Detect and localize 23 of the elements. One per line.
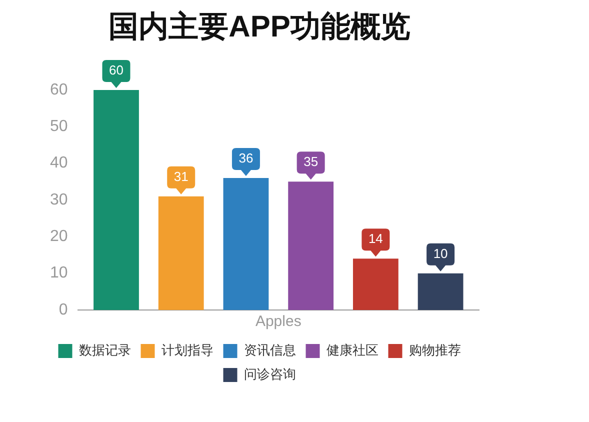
bar [223, 178, 269, 310]
legend-label: 计划指导 [161, 342, 214, 358]
legend-label: 资讯信息 [244, 342, 296, 358]
y-tick-label: 30 [50, 191, 68, 208]
legend-label: 健康社区 [326, 342, 378, 358]
data-label: 14 [368, 231, 383, 246]
y-tick-label: 10 [50, 264, 68, 282]
y-tick-label: 0 [58, 301, 68, 318]
data-label: 10 [433, 246, 448, 261]
y-tick-label: 40 [50, 154, 68, 172]
x-tick-label: Apples [255, 313, 302, 330]
bar [94, 90, 139, 310]
legend-label: 购物推荐 [408, 342, 461, 358]
legend-label: 数据记录 [78, 342, 131, 358]
y-tick-label: 20 [50, 228, 68, 246]
y-tick-label: 60 [50, 81, 68, 98]
data-label: 60 [109, 62, 124, 78]
data-label: 36 [238, 150, 254, 166]
chart-title: 国内主要APP功能概览 [108, 9, 410, 44]
y-tick-label: 50 [50, 118, 68, 136]
legend-label: 问诊咨询 [244, 366, 296, 382]
data-label: 35 [304, 154, 318, 170]
data-label: 31 [174, 168, 188, 184]
